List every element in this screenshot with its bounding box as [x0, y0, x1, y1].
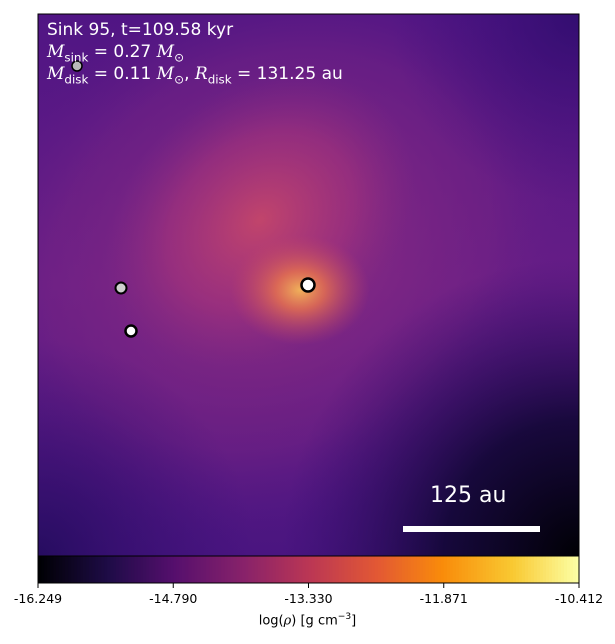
disk-properties-label: Mdisk = 0.11 M⊙, Rdisk = 131.25 au	[47, 64, 343, 87]
colorbar-tick-label: -10.412	[554, 591, 604, 606]
colorbar-tick-label: -14.790	[149, 591, 198, 606]
colorbar	[37, 555, 580, 588]
colorbar-tick-label: -13.330	[284, 591, 333, 606]
sink-left-upper-marker	[114, 281, 128, 295]
sink-left-lower-marker	[124, 324, 138, 338]
sink-top-left-marker	[71, 60, 83, 72]
panel-title: Sink 95, t=109.58 kyr	[47, 20, 234, 40]
colorbar-ticks	[37, 583, 580, 588]
colorbar-tick-label: -16.249	[13, 591, 63, 606]
colorbar-label: log(ρ) [g cm−3]	[258, 612, 357, 629]
colorbar-tick-label: -11.871	[419, 591, 468, 606]
colorbar-gradient	[38, 556, 580, 583]
central-sink-marker	[300, 277, 316, 293]
sink-markers	[71, 60, 316, 338]
sink-mass-label: Msink = 0.27 M⊙	[47, 42, 185, 65]
scale-bar-label: 125 au	[430, 483, 507, 508]
scale-bar	[403, 526, 540, 532]
